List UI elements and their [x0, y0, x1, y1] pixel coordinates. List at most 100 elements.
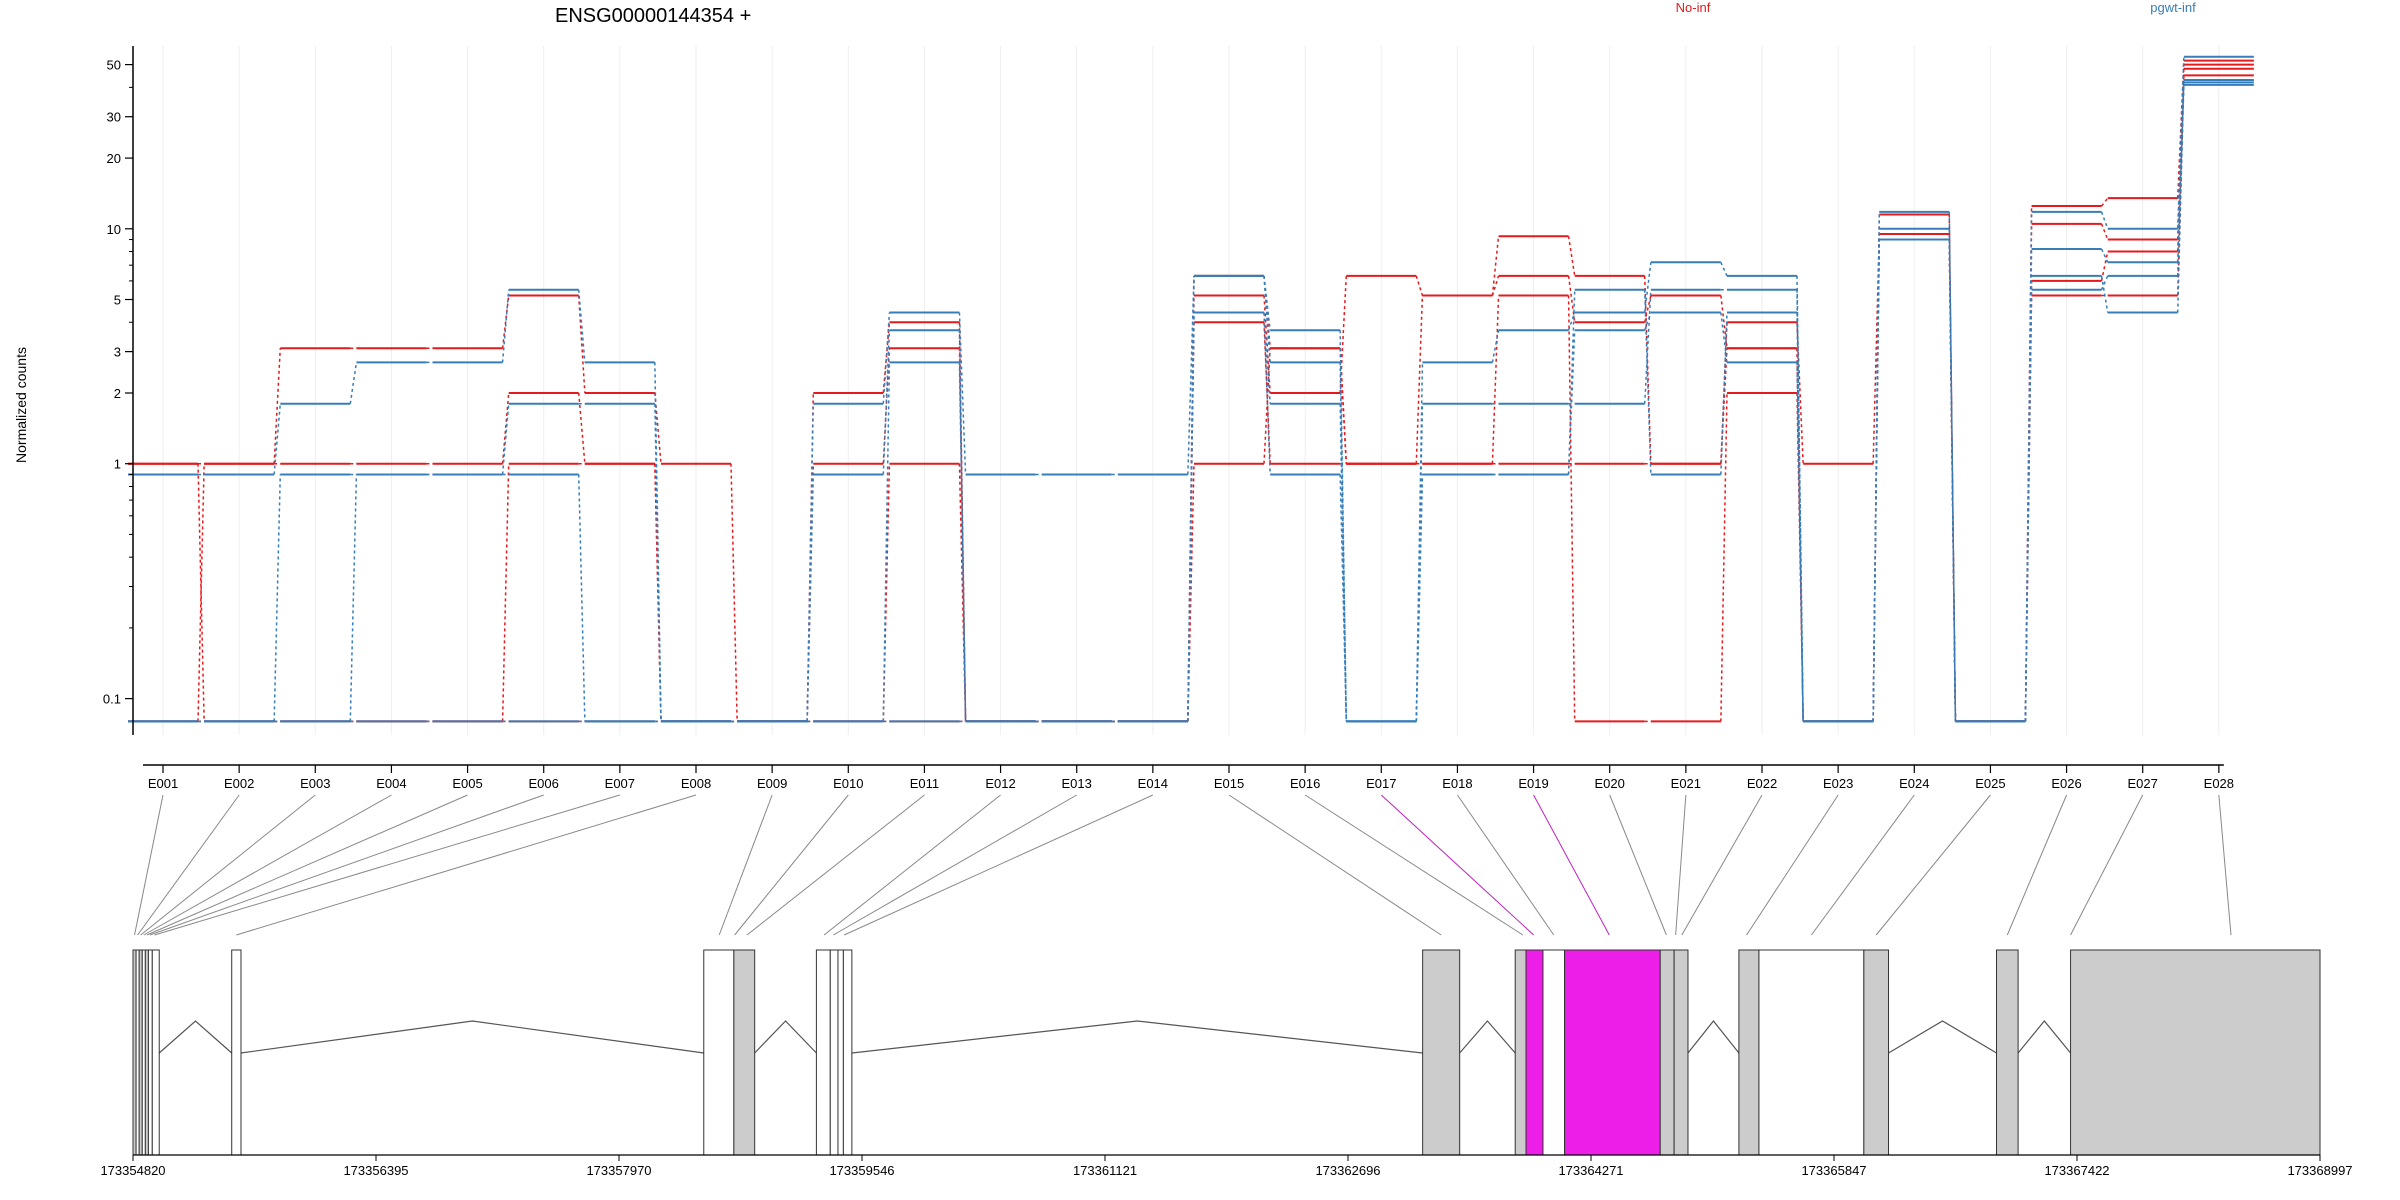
- exon-box-e019: [1564, 949, 1661, 1156]
- data-connector: [1263, 295, 1271, 394]
- data-connector: [349, 474, 358, 722]
- connector-e004: [143, 794, 392, 936]
- exon-box-e007: [151, 949, 160, 1156]
- exon-box-e012: [829, 949, 839, 1156]
- exon-box-e023: [1758, 949, 1865, 1156]
- connector-e009: [718, 794, 773, 936]
- data-connector: [1567, 236, 1576, 277]
- x-tick-label: E007: [605, 776, 635, 791]
- x-tick-label: E025: [1975, 776, 2005, 791]
- connector-e012: [823, 794, 1001, 936]
- connector-e028: [2218, 794, 2232, 936]
- data-connector: [2100, 275, 2109, 291]
- data-connector: [1491, 295, 1500, 464]
- data-connector: [1567, 275, 1576, 323]
- data-connector: [1263, 275, 1271, 363]
- exon-box-e024: [1863, 949, 1890, 1156]
- data-connector: [2100, 211, 2109, 230]
- connector-e016: [1304, 794, 1524, 936]
- x-tick-label: E014: [1138, 776, 1168, 791]
- exon-box-e008: [231, 949, 242, 1156]
- x-tick-label: E022: [1747, 776, 1777, 791]
- connector-e024: [1810, 794, 1915, 936]
- x-tick-label: E005: [452, 776, 482, 791]
- data-connector: [501, 463, 510, 722]
- coordinate-tick-label: 173367422: [2044, 1163, 2109, 1178]
- x-tick-label: E016: [1290, 776, 1320, 791]
- y-tick-label: 1: [114, 457, 121, 472]
- data-connector: [577, 289, 586, 363]
- exon-box-e013: [837, 949, 844, 1156]
- y-axis-label: Normalized counts: [13, 347, 29, 463]
- x-tick-label: E023: [1823, 776, 1853, 791]
- x-tick-label: E018: [1442, 776, 1472, 791]
- data-connector: [273, 348, 282, 464]
- x-tick-label: E001: [148, 776, 178, 791]
- coordinate-tick-label: 173364271: [1558, 1163, 1623, 1178]
- data-connector: [2176, 84, 2185, 276]
- connector-e003: [140, 794, 316, 936]
- data-connector: [577, 295, 586, 394]
- data-connector: [1415, 474, 1424, 722]
- data-connector: [1872, 234, 1881, 464]
- exon-box-e026: [2070, 949, 2321, 1156]
- data-connector: [501, 289, 510, 363]
- data-connector: [349, 362, 358, 404]
- y-tick-label: 30: [107, 110, 121, 125]
- x-tick-label: E015: [1214, 776, 1244, 791]
- connector-e027: [2070, 794, 2144, 936]
- connector-e005: [146, 794, 468, 936]
- data-connector: [1415, 403, 1424, 722]
- connector-e008: [236, 794, 697, 936]
- coordinate-tick-label: 173356395: [343, 1163, 408, 1178]
- data-connector: [1720, 262, 1728, 277]
- y-tick-label: 3: [114, 345, 121, 360]
- connector-e022: [1681, 794, 1763, 936]
- data-connector: [2176, 56, 2185, 229]
- data-connector: [577, 474, 586, 722]
- exon-box-e022: [1738, 949, 1760, 1156]
- data-connector: [1415, 295, 1424, 464]
- x-tick-label: E002: [224, 776, 254, 791]
- x-tick-label: E021: [1671, 776, 1701, 791]
- coordinate-tick-label: 173365847: [1801, 1163, 1866, 1178]
- gene-model: 173354820 173356395 173357970 173359546 1733…: [100, 949, 2353, 1178]
- data-connector: [730, 463, 738, 722]
- connector-e021: [1675, 794, 1687, 936]
- intron-line: [2017, 1020, 2072, 1054]
- exon-box-e014: [842, 949, 853, 1156]
- data-connector: [1643, 289, 1652, 475]
- data-connector: [1567, 289, 1576, 475]
- coordinate-tick-label: 173361121: [1073, 1163, 1137, 1178]
- data-connector: [1567, 295, 1576, 722]
- connector-e010: [734, 794, 849, 936]
- y-axis: 0.1 1 2 3 5 10 20 30 50: [103, 46, 134, 735]
- data-connector: [2100, 197, 2109, 207]
- intron-line: [1888, 1020, 1997, 1054]
- x-tick-label: E011: [910, 776, 939, 791]
- chart-title: ENSG00000144354 +: [555, 5, 751, 27]
- legend-pgwt-inf: pgwt-inf: [2150, 0, 2196, 15]
- x-tick-label: E008: [681, 776, 711, 791]
- data-connector: [273, 474, 282, 722]
- data-connector: [1643, 289, 1652, 404]
- exon-box-e020: [1659, 949, 1675, 1156]
- connector-e020: [1609, 794, 1667, 936]
- x-tick-label: E013: [1062, 776, 1092, 791]
- exon-box-e018: [1542, 949, 1566, 1156]
- data-connector: [958, 463, 967, 722]
- connector-e007: [154, 794, 621, 936]
- exon-box-e011: [815, 949, 831, 1156]
- x-tick-label: E020: [1595, 776, 1625, 791]
- data-connector: [1720, 295, 1728, 349]
- x-tick-label: E026: [2051, 776, 2081, 791]
- coordinate-tick-label: 173359546: [829, 1163, 894, 1178]
- y-tick-label: 10: [107, 222, 121, 237]
- data-connector: [882, 330, 891, 475]
- x-tick-label: E004: [376, 776, 406, 791]
- data-connector: [1796, 312, 1804, 722]
- intron-line: [1687, 1020, 1740, 1054]
- connector-e015: [1228, 794, 1442, 936]
- data-connector: [2100, 251, 2109, 282]
- data-connector: [1720, 392, 1728, 722]
